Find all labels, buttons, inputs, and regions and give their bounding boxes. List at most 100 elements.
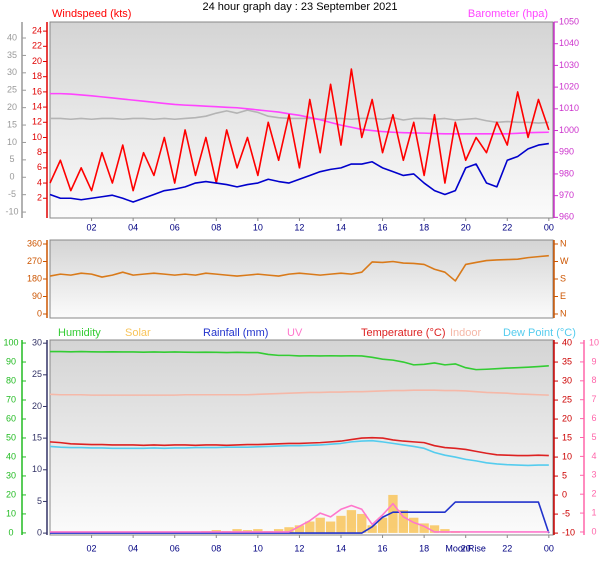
- solar-bar: [273, 529, 284, 533]
- x-tick-label: 20: [461, 222, 471, 232]
- y-tick-label: 25: [7, 85, 17, 95]
- y-tick-label: 60: [6, 413, 16, 423]
- y-tick-label: 35: [7, 50, 17, 60]
- y-tick-label: 5: [591, 432, 596, 442]
- y-tick-label: 15: [32, 433, 42, 443]
- y-tick-label: 20: [32, 401, 42, 411]
- legend-label: Solar: [125, 327, 151, 339]
- x-tick-label: 10: [253, 222, 263, 232]
- y-tick-label: 6: [591, 413, 596, 423]
- y-tick-label: 990: [559, 147, 574, 157]
- y-tick-label: 80: [6, 375, 16, 385]
- x-tick-label: 18: [419, 543, 429, 553]
- y-tick-label: -10: [562, 527, 575, 537]
- x-tick-label: 04: [128, 543, 138, 553]
- y-tick-label: 40: [6, 451, 16, 461]
- y-tick-label: 10: [6, 508, 16, 518]
- x-tick-label: 08: [211, 543, 221, 553]
- y-tick-label: 35: [562, 356, 572, 366]
- series-line: [49, 254, 549, 282]
- x-tick-label: 10: [253, 543, 263, 553]
- y-tick-label: 2: [37, 193, 42, 203]
- y-tick-label: 40: [562, 337, 572, 347]
- y-tick-label: E: [560, 291, 566, 301]
- y-tick-label: 8: [591, 375, 596, 385]
- legend-label: Windspeed (kts): [52, 8, 131, 20]
- y-tick-label: 10: [32, 132, 42, 142]
- y-tick-label: 90: [32, 291, 42, 301]
- legend-label: UV: [287, 327, 303, 339]
- solar-bar: [409, 517, 419, 533]
- y-tick-label: 0: [37, 527, 42, 537]
- y-tick-label: 14: [32, 101, 42, 111]
- y-tick-label: 20: [562, 413, 572, 423]
- solar-bar: [284, 527, 294, 533]
- solar-bar: [440, 529, 450, 533]
- solar-bar: [398, 510, 409, 533]
- solar-bar: [419, 523, 429, 533]
- y-tick-label: 25: [562, 394, 572, 404]
- plot-area: [49, 239, 554, 319]
- y-tick-label: 50: [6, 432, 16, 442]
- solar-bar: [367, 525, 377, 533]
- legend-label: Humidity: [58, 327, 101, 339]
- y-tick-label: 10: [32, 464, 42, 474]
- x-tick-label: 16: [378, 543, 388, 553]
- x-tick-label: 14: [336, 222, 346, 232]
- y-tick-label: 1050: [559, 16, 579, 26]
- y-tick-label: 970: [559, 190, 574, 200]
- chart-title: 24 hour graph day : 23 September 2021: [202, 1, 397, 13]
- y-tick-label: 20: [32, 56, 42, 66]
- series-line: [49, 68, 550, 192]
- x-tick-label: 22: [502, 222, 512, 232]
- x-tick-label: 06: [170, 543, 180, 553]
- solar-bar: [315, 517, 325, 533]
- y-tick-label: 30: [7, 67, 17, 77]
- solar-bar: [325, 521, 336, 533]
- x-tick-label: 12: [294, 543, 304, 553]
- y-tick-label: 4: [591, 451, 596, 461]
- x-tick-label: 04: [128, 222, 138, 232]
- x-tick-label: 06: [170, 222, 180, 232]
- y-tick-label: 30: [32, 338, 42, 348]
- y-tick-label: W: [560, 256, 569, 266]
- legend-label: Temperature (°C): [361, 327, 445, 339]
- y-tick-label: 70: [6, 394, 16, 404]
- y-tick-label: 10: [589, 337, 599, 347]
- y-tick-label: -5: [562, 508, 570, 518]
- annotation: MoonRise: [445, 543, 486, 553]
- y-tick-label: 0: [591, 526, 596, 536]
- y-tick-label: N: [560, 238, 567, 248]
- series-line: [50, 350, 549, 371]
- solar-bar: [377, 517, 388, 533]
- y-tick-label: 1010: [559, 103, 579, 113]
- y-tick-label: 5: [562, 470, 567, 480]
- x-tick-label: 22: [502, 543, 512, 553]
- x-tick-label: 14: [336, 543, 346, 553]
- y-tick-label: 90: [6, 356, 16, 366]
- y-tick-label: N: [560, 308, 567, 318]
- y-tick-label: 270: [27, 256, 42, 266]
- y-tick-label: 0: [37, 308, 42, 318]
- y-tick-label: 1020: [559, 81, 579, 91]
- y-tick-label: 18: [32, 71, 42, 81]
- x-tick-label: 00: [544, 543, 554, 553]
- y-tick-label: S: [560, 273, 566, 283]
- y-tick-label: 30: [6, 470, 16, 480]
- y-tick-label: 10: [7, 137, 17, 147]
- x-tick-label: 02: [87, 222, 97, 232]
- series-line: [49, 439, 549, 467]
- y-tick-label: 24: [32, 25, 42, 35]
- y-tick-label: 12: [32, 117, 42, 127]
- solar-bar: [429, 525, 440, 533]
- y-tick-label: 960: [559, 212, 574, 222]
- series-line: [50, 109, 549, 124]
- legend-label: Indoor: [450, 327, 482, 339]
- y-tick-label: -10: [5, 206, 18, 216]
- y-tick-label: 100: [3, 337, 18, 347]
- y-tick-label: 1: [591, 507, 596, 517]
- plot-area: [49, 21, 554, 219]
- x-tick-label: 00: [544, 222, 554, 232]
- solar-bar: [305, 521, 315, 533]
